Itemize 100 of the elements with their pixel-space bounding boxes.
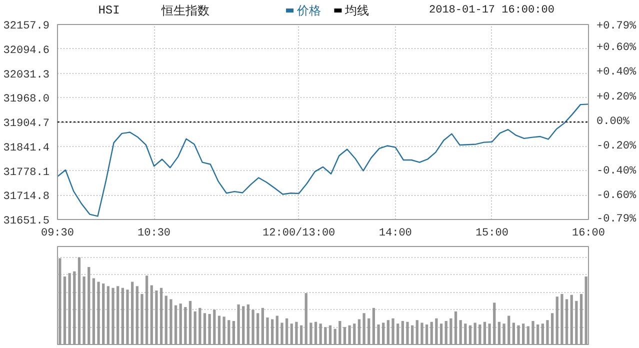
bar xyxy=(82,276,86,344)
bar xyxy=(517,325,520,344)
bar xyxy=(256,313,260,344)
x-tick-label: 14:00 xyxy=(378,228,412,240)
bar xyxy=(343,327,346,344)
bar xyxy=(310,322,312,344)
bar xyxy=(382,322,385,344)
bar xyxy=(116,286,120,344)
bar xyxy=(140,294,144,344)
bar xyxy=(164,296,168,344)
bar xyxy=(386,320,390,344)
chart-subtitle: 恒生指数 xyxy=(160,4,210,18)
bar xyxy=(493,302,496,344)
bar xyxy=(232,320,236,344)
bar xyxy=(266,317,269,344)
bar xyxy=(270,319,274,344)
x-tick-label: 15:00 xyxy=(475,228,508,240)
bar xyxy=(512,322,516,344)
y2-tick-label: -0.20% xyxy=(596,140,637,153)
bar xyxy=(541,324,544,344)
y2-tick-label: +0.79% xyxy=(596,20,637,32)
bar xyxy=(130,282,134,344)
bar xyxy=(478,324,482,344)
bar xyxy=(338,320,342,344)
y-tick-label: 32094.6 xyxy=(3,44,50,57)
bar xyxy=(102,284,105,344)
bar xyxy=(106,286,110,344)
bar xyxy=(290,324,293,344)
bar xyxy=(459,320,462,344)
legend-label: 价格 xyxy=(296,4,321,18)
bar xyxy=(208,314,211,344)
x-tick-label: 12:00/13:00 xyxy=(262,228,336,240)
bar xyxy=(198,308,202,344)
y-tick-label: 31778.1 xyxy=(3,166,50,179)
x-tick-label: 10:30 xyxy=(138,228,171,240)
bar xyxy=(392,318,394,344)
bar xyxy=(450,318,452,344)
bar xyxy=(78,257,81,344)
bar xyxy=(502,324,506,344)
bar xyxy=(570,294,573,344)
bar xyxy=(401,320,404,344)
bar xyxy=(430,322,433,344)
y-tick-label: 31651.5 xyxy=(3,216,50,228)
bar xyxy=(536,324,540,344)
bar xyxy=(444,320,448,344)
bar xyxy=(228,320,230,344)
bar xyxy=(358,319,361,344)
bar xyxy=(314,322,318,344)
bar xyxy=(488,324,491,344)
bar xyxy=(213,310,216,344)
bar xyxy=(136,286,138,344)
bar xyxy=(580,294,583,344)
y-tick-label: 31968.0 xyxy=(3,94,50,106)
y2-tick-label: -0.60% xyxy=(596,190,637,202)
bar xyxy=(285,318,288,344)
bar xyxy=(498,322,501,344)
bar xyxy=(237,304,240,344)
bar xyxy=(88,266,90,344)
y-tick-label: 31714.8 xyxy=(3,191,50,204)
bar xyxy=(410,325,414,344)
y2-tick-label: -0.79% xyxy=(596,214,637,226)
bar xyxy=(353,324,356,344)
bar xyxy=(464,324,467,344)
bar xyxy=(179,304,182,344)
y2-tick-label: -0.40% xyxy=(596,165,637,178)
bar xyxy=(184,307,187,344)
bar xyxy=(334,328,336,344)
legend-label: 均线 xyxy=(344,4,370,18)
bar xyxy=(276,316,278,344)
y2-tick-label: +0.40% xyxy=(596,66,637,79)
y2-tick-label: +0.20% xyxy=(596,91,637,104)
bar xyxy=(174,305,178,344)
bar xyxy=(328,325,332,344)
bar xyxy=(420,322,424,344)
bar xyxy=(145,276,148,344)
bar xyxy=(304,293,308,344)
bar xyxy=(92,278,96,344)
bar xyxy=(556,296,558,344)
x-tick-label: 09:30 xyxy=(40,228,74,240)
bar xyxy=(97,282,100,344)
y-tick-label: 32157.9 xyxy=(3,20,50,32)
bar xyxy=(526,326,530,344)
bar xyxy=(532,320,534,344)
bar xyxy=(575,300,578,344)
bar xyxy=(203,313,206,344)
bar xyxy=(68,273,71,344)
bar xyxy=(565,299,568,344)
bar xyxy=(170,299,172,344)
bar xyxy=(522,324,525,344)
bar xyxy=(252,310,254,344)
bar xyxy=(474,322,476,344)
y2-tick-label: +0.60% xyxy=(596,42,637,54)
bar xyxy=(121,288,124,344)
bar xyxy=(560,294,564,344)
y-tick-label: 31904.7 xyxy=(3,118,50,130)
bar xyxy=(295,322,298,344)
y2-tick-label: 0.00% xyxy=(596,116,630,128)
bar xyxy=(435,318,438,344)
bar xyxy=(126,290,129,344)
bar xyxy=(416,320,418,344)
